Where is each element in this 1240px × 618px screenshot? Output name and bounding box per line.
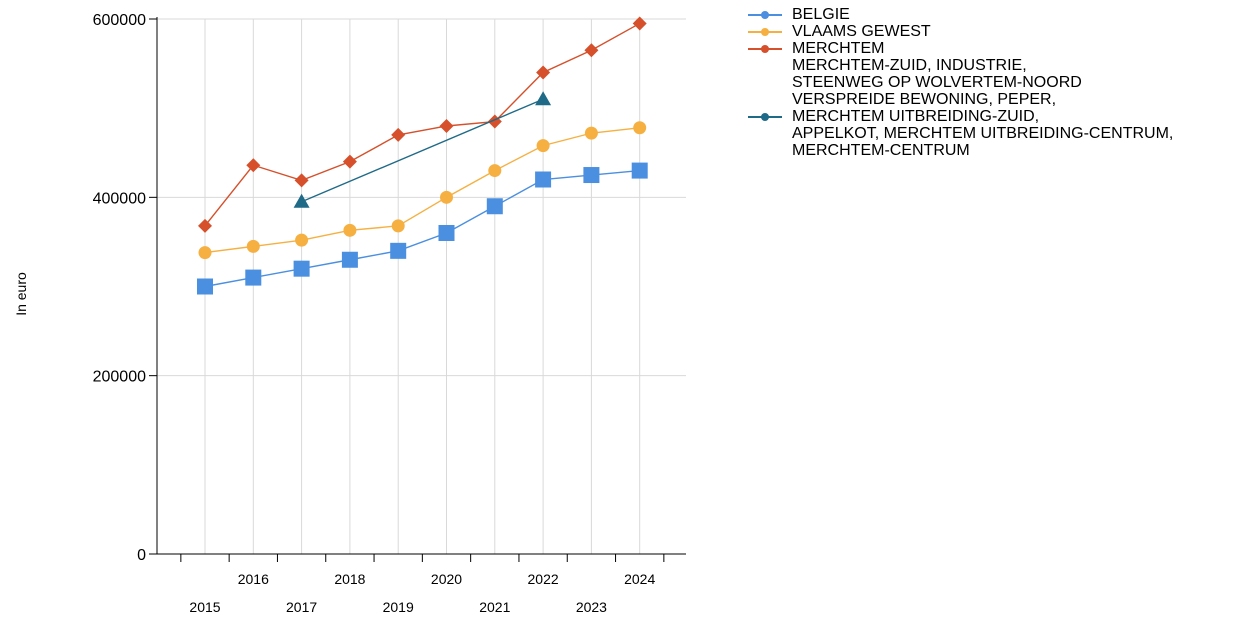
legend-swatch	[748, 28, 782, 36]
x-tick-label: 2016	[238, 571, 269, 587]
data-point-square	[197, 278, 213, 295]
data-point-square	[390, 242, 407, 259]
data-point-square	[438, 225, 455, 241]
legend-item[interactable]: VLAAMS GEWEST	[748, 23, 1173, 40]
legend-label: MERCHTEM-ZUID, INDUSTRIE,	[792, 57, 1027, 74]
legend-item[interactable]: BELGIE	[748, 6, 1173, 23]
x-tick-label: 2023	[576, 599, 607, 615]
data-point-circle	[198, 246, 212, 260]
data-point-diamond	[632, 16, 647, 31]
legend-label: VERSPREIDE BEWONING, PEPER,	[792, 91, 1057, 108]
series-line	[204, 169, 640, 288]
series-line	[204, 127, 640, 254]
data-point-square	[486, 198, 503, 215]
data-point-triangle	[293, 193, 310, 208]
data-point-circle	[440, 190, 453, 204]
legend-item[interactable]: MERCHTEM	[748, 40, 1173, 57]
legend-marker	[761, 45, 769, 53]
legend-label: MERCHTEM-CENTRUM	[792, 142, 970, 159]
x-tick-label: 2018	[334, 571, 365, 587]
series-layer	[197, 16, 648, 295]
legend-swatch	[748, 11, 782, 19]
y-tick-label: 200000	[93, 369, 146, 386]
y-axis-label: In euro	[13, 272, 29, 316]
legend-label: MERCHTEM	[792, 40, 885, 57]
series-group	[197, 162, 648, 295]
data-point-circle	[633, 121, 647, 135]
data-point-square	[245, 269, 262, 286]
data-point-circle	[343, 223, 357, 237]
x-tick-label: 2022	[528, 571, 559, 587]
grid-lines	[157, 18, 686, 555]
data-point-diamond	[391, 127, 406, 142]
data-point-diamond	[536, 65, 551, 80]
data-point-diamond	[584, 43, 599, 58]
data-point-diamond	[342, 154, 357, 169]
data-point-circle	[295, 233, 309, 247]
x-tick-label: 2024	[624, 571, 655, 587]
series-group	[198, 16, 647, 233]
legend-swatch	[748, 113, 782, 121]
legend-swatch	[748, 45, 782, 53]
y-tick-label: 600000	[93, 12, 146, 29]
data-point-square	[341, 251, 358, 268]
data-point-circle	[246, 239, 260, 253]
legend-marker	[761, 113, 769, 121]
data-point-square	[583, 167, 600, 184]
legend: BELGIE VLAAMS GEWEST MERCHTEM MERCHTEM-ZUID…	[748, 6, 1173, 159]
data-point-circle	[584, 126, 598, 140]
x-tick-label: 2015	[189, 599, 220, 615]
data-point-circle	[488, 164, 502, 178]
data-point-circle	[536, 139, 550, 153]
legend-label: APPELKOT, MERCHTEM UITBREIDING-CENTRUM,	[792, 125, 1174, 142]
data-point-circle	[391, 219, 405, 233]
x-tick-label: 2017	[286, 599, 317, 615]
legend-label: MERCHTEM UITBREIDING-ZUID,	[792, 108, 1040, 125]
legend-label: VLAAMS GEWEST	[792, 23, 931, 40]
series-group	[198, 121, 647, 260]
y-tick-label: 0	[137, 547, 146, 564]
axes: 0 200000 400000 600000 2015 2016 2017 2018 2019 2…	[93, 12, 686, 615]
data-point-square	[631, 162, 648, 179]
x-tick-label: 2021	[479, 599, 510, 615]
series-line	[301, 98, 544, 203]
data-point-diamond	[198, 218, 212, 233]
series-group	[293, 91, 552, 208]
data-point-square	[535, 171, 552, 188]
data-point-square	[293, 260, 310, 277]
legend-label: STEENWEG OP WOLVERTEM-NOORD	[792, 74, 1082, 91]
data-point-diamond	[246, 158, 261, 173]
legend-marker	[761, 11, 769, 19]
data-point-diamond	[439, 119, 454, 133]
x-tick-label: 2019	[383, 599, 414, 615]
x-tick-label: 2020	[431, 571, 462, 587]
legend-item[interactable]: MERCHTEM-ZUID, INDUSTRIE, STEENWEG OP WOL…	[748, 57, 1173, 159]
y-tick-label: 400000	[93, 190, 146, 207]
legend-label: BELGIE	[792, 6, 850, 23]
data-point-diamond	[294, 173, 309, 188]
series-line	[204, 22, 641, 227]
legend-marker	[761, 28, 769, 36]
data-point-triangle	[535, 91, 552, 106]
